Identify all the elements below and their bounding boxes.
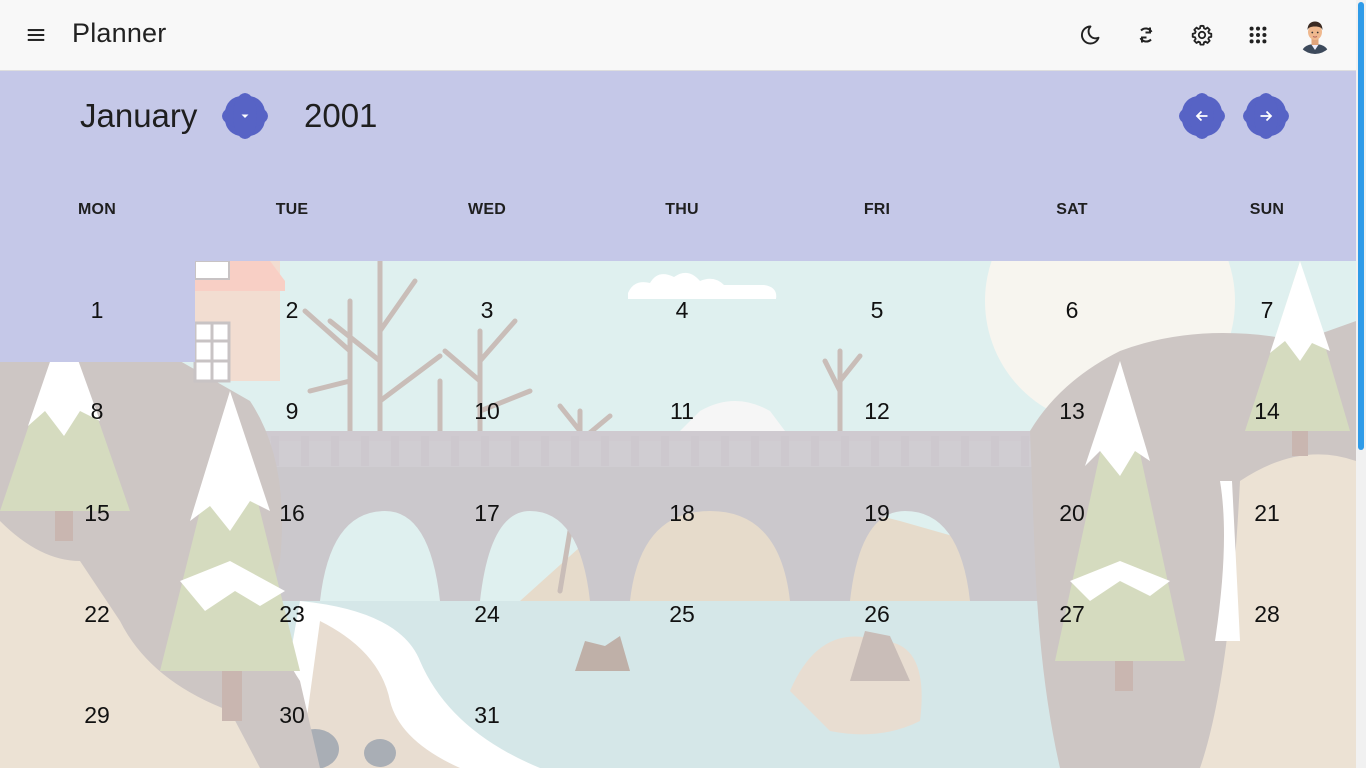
caret-down-icon <box>241 114 249 118</box>
day-cell[interactable]: 10 <box>474 398 500 424</box>
avatar-icon <box>1296 16 1334 54</box>
apps-button[interactable] <box>1240 17 1276 53</box>
gear-icon <box>1191 24 1213 46</box>
day-cell[interactable]: 24 <box>474 601 500 627</box>
theme-toggle-button[interactable] <box>1072 17 1108 53</box>
day-cell[interactable]: 30 <box>279 702 305 728</box>
day-cell[interactable]: 25 <box>669 601 695 627</box>
previous-month-button[interactable] <box>1179 93 1225 139</box>
day-cell[interactable]: 19 <box>864 500 890 526</box>
next-month-button[interactable] <box>1243 93 1289 139</box>
day-cell[interactable]: 14 <box>1254 398 1280 424</box>
arrow-left-icon <box>1195 110 1208 122</box>
day-cell[interactable]: 18 <box>669 500 695 526</box>
sync-button[interactable] <box>1128 17 1164 53</box>
day-cell[interactable]: 31 <box>474 702 500 728</box>
weekday-sun: SUN <box>1249 201 1285 218</box>
arrow-right-icon <box>1260 110 1273 122</box>
settings-button[interactable] <box>1184 17 1220 53</box>
weekday-sat: SAT <box>1056 201 1088 218</box>
day-cell[interactable]: 17 <box>474 500 500 526</box>
day-cell[interactable]: 28 <box>1254 601 1280 627</box>
day-cell[interactable]: 23 <box>279 601 305 627</box>
day-cell[interactable]: 4 <box>675 297 689 323</box>
day-cell[interactable]: 1 <box>90 297 104 323</box>
scrollbar-thumb[interactable] <box>1358 2 1364 450</box>
apps-grid-icon <box>1249 26 1267 44</box>
moon-icon <box>1081 25 1100 45</box>
day-cell[interactable]: 12 <box>864 398 890 424</box>
day-cell[interactable]: 22 <box>84 601 110 627</box>
day-cell[interactable]: 6 <box>1065 297 1079 323</box>
day-cell[interactable]: 15 <box>84 500 110 526</box>
day-cell[interactable]: 27 <box>1059 601 1085 627</box>
weekday-mon: MON <box>78 201 116 218</box>
day-cell[interactable]: 7 <box>1260 297 1274 323</box>
weekday-wed: WED <box>468 201 506 218</box>
day-cell[interactable]: 8 <box>90 398 104 424</box>
day-cell[interactable]: 16 <box>279 500 305 526</box>
day-cell[interactable]: 3 <box>480 297 494 323</box>
day-cell[interactable]: 9 <box>285 398 299 424</box>
day-cell[interactable]: 5 <box>870 297 884 323</box>
day-cell[interactable]: 13 <box>1059 398 1085 424</box>
user-avatar[interactable] <box>1296 16 1334 54</box>
day-cell[interactable]: 20 <box>1059 500 1085 526</box>
month-dropdown-button[interactable] <box>222 93 268 139</box>
calendar-header: January 2001 MON TUE WED THU FRI SAT SUN <box>0 71 1356 261</box>
weekday-thu: THU <box>665 201 699 218</box>
day-cell[interactable]: 2 <box>285 297 299 323</box>
day-cell[interactable]: 29 <box>84 702 110 728</box>
menu-icon <box>27 29 45 41</box>
selected-day-highlight <box>0 261 195 362</box>
day-cell[interactable]: 21 <box>1254 500 1280 526</box>
day-cell[interactable]: 11 <box>670 398 694 424</box>
weekday-tue: TUE <box>275 201 309 218</box>
weekday-fri: FRI <box>863 201 891 218</box>
month-label: January <box>80 97 198 134</box>
app-title: Planner <box>72 18 167 48</box>
sync-icon <box>1139 27 1153 43</box>
app-bar: Planner <box>0 0 1356 71</box>
menu-button[interactable] <box>18 17 54 53</box>
year-label: 2001 <box>304 97 378 134</box>
day-cell[interactable]: 26 <box>864 601 890 627</box>
winter-landscape-illustration <box>0 261 1356 768</box>
